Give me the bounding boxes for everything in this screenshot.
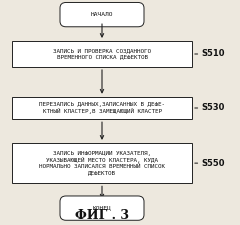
Text: ПЕРЕЗАПИСЬ ДАННЫХ,ЗАПИСАННЫХ В ДЕФЕ-
КТНЫЙ КЛАСТЕР,В ЗАМЕЩАЮЩИЙ КЛАСТЕР: ПЕРЕЗАПИСЬ ДАННЫХ,ЗАПИСАННЫХ В ДЕФЕ- КТН… bbox=[39, 102, 165, 114]
Text: ЗАПИСЬ И ПРОВЕРКА СОЗДАННОГО
ВРЕМЕННОГО СПИСКА ДЕФЕКТОВ: ЗАПИСЬ И ПРОВЕРКА СОЗДАННОГО ВРЕМЕННОГО … bbox=[53, 48, 151, 60]
FancyBboxPatch shape bbox=[12, 41, 192, 67]
FancyBboxPatch shape bbox=[12, 143, 192, 183]
Text: S550: S550 bbox=[202, 159, 225, 168]
FancyBboxPatch shape bbox=[60, 196, 144, 220]
Text: ФИГ . 3: ФИГ . 3 bbox=[75, 209, 129, 222]
FancyBboxPatch shape bbox=[12, 97, 192, 119]
Text: S510: S510 bbox=[202, 50, 225, 58]
FancyBboxPatch shape bbox=[60, 2, 144, 27]
Text: НАЧАЛО: НАЧАЛО bbox=[91, 12, 113, 17]
Text: ЗАПИСЬ ИНФОРМАЦИИ УКАЗАТЕЛЯ,
УКАЗЫВАЮЩЕЙ МЕСТО КЛАСТЕРА, КУДА
НОРМАЛЬНО ЗАПИСАЛС: ЗАПИСЬ ИНФОРМАЦИИ УКАЗАТЕЛЯ, УКАЗЫВАЮЩЕЙ… bbox=[39, 151, 165, 176]
Text: S530: S530 bbox=[202, 104, 225, 112]
Text: КОНЕЦ: КОНЕЦ bbox=[93, 206, 111, 211]
